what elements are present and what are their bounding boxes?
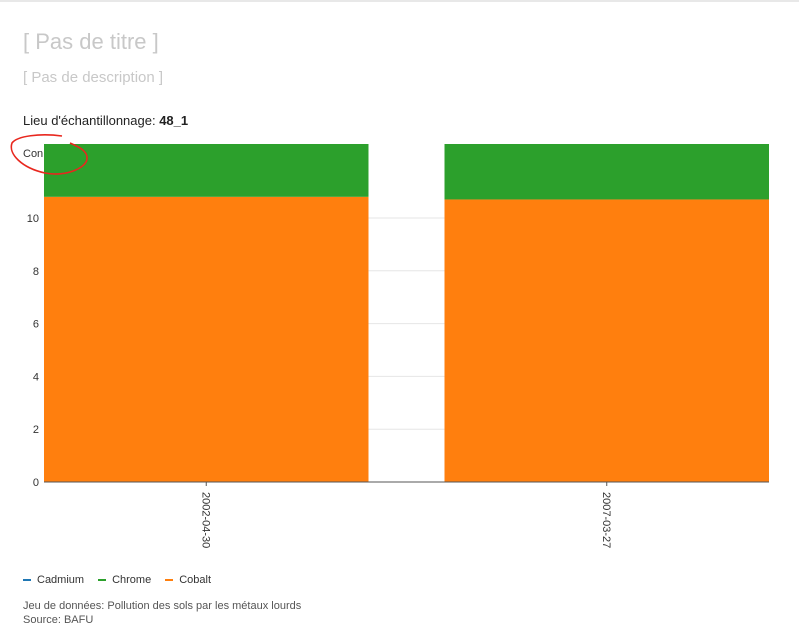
y-tick-label: 10 xyxy=(27,213,39,225)
legend-label: Chrome xyxy=(112,574,152,586)
y-tick-label: 4 xyxy=(33,371,39,383)
bar-cobalt-1[interactable] xyxy=(44,196,369,482)
chart-description: [ Pas de description ] xyxy=(23,69,164,86)
filter-value: 48_1 xyxy=(159,113,189,128)
chart-title: [ Pas de titre ] xyxy=(23,29,159,54)
bar-cobalt-2[interactable] xyxy=(444,199,770,482)
legend-label: Cadmium xyxy=(37,574,85,586)
annotation-circle xyxy=(10,134,88,175)
legend-item-cobalt[interactable]: Cobalt xyxy=(165,574,211,586)
legend: Cadmium Chrome Cobalt xyxy=(23,574,211,586)
bar-chrome-2[interactable] xyxy=(444,144,770,200)
legend-swatch xyxy=(98,579,107,581)
bar-chrome-1[interactable] xyxy=(44,144,369,197)
legend-label: Cobalt xyxy=(179,574,211,586)
y-tick-label: 0 xyxy=(33,477,39,489)
y-axis-label: Con xyxy=(23,148,43,160)
legend-swatch xyxy=(165,579,174,581)
legend-item-cadmium[interactable]: Cadmium xyxy=(23,574,84,586)
sampling-location-filter: Lieu d'échantillonnage: 48_1 xyxy=(23,113,188,128)
y-tick-label: 2 xyxy=(33,424,39,436)
y-tick-label: 6 xyxy=(33,319,39,331)
source-note: Source: BAFU xyxy=(23,614,94,626)
bars-layer xyxy=(44,144,769,482)
dataset-note: Jeu de données: Pollution des sols par l… xyxy=(23,600,302,612)
filter-label: Lieu d'échantillonnage: xyxy=(23,113,160,128)
legend-item-chrome[interactable]: Chrome xyxy=(98,574,151,586)
footer: Jeu de données: Pollution des sols par l… xyxy=(23,599,301,627)
axis-layer: 0 2 4 6 8 10 2002-04-30 2007-03-27 xyxy=(27,213,769,548)
legend-swatch xyxy=(23,579,31,581)
x-tick-label: 2007-03-27 xyxy=(600,492,612,548)
x-tick-label: 2002-04-30 xyxy=(199,492,211,548)
y-tick-label: 8 xyxy=(33,266,39,278)
